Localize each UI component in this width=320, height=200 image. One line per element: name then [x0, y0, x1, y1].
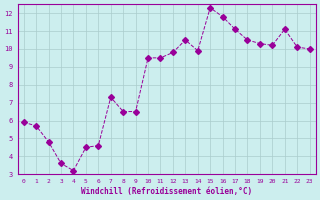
- X-axis label: Windchill (Refroidissement éolien,°C): Windchill (Refroidissement éolien,°C): [81, 187, 252, 196]
